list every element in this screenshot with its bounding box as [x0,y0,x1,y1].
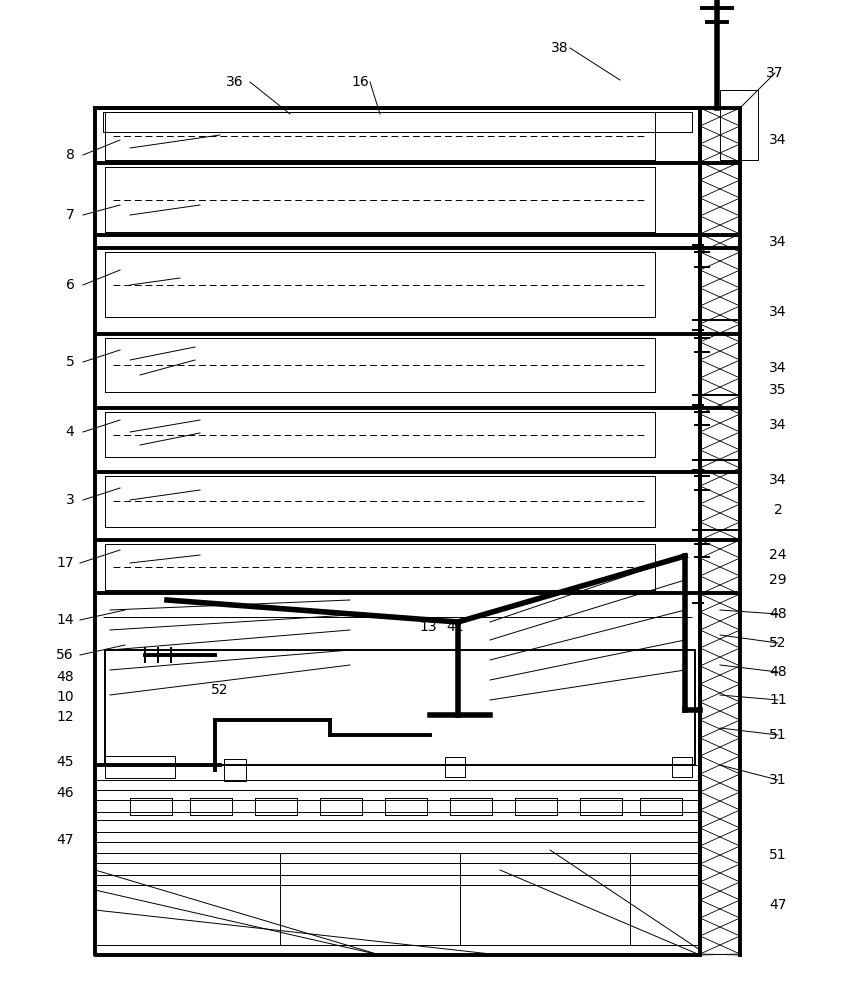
Bar [105,756,175,778]
Text: 34: 34 [770,305,787,319]
Bar [224,759,246,781]
Text: 4: 4 [65,425,75,439]
Text: 17: 17 [56,556,74,570]
Text: 38: 38 [551,41,569,55]
Text: 13: 13 [420,620,437,634]
Bar [445,757,465,777]
Bar [672,757,692,777]
Text: 11: 11 [769,693,787,707]
Text: 5: 5 [65,355,75,369]
Text: 48: 48 [769,665,787,679]
Text: 51: 51 [769,848,787,862]
Text: 51: 51 [769,728,787,742]
Text: 56: 56 [56,648,74,662]
Text: 16: 16 [351,75,369,89]
Text: 10: 10 [56,690,74,704]
Text: 31: 31 [769,773,787,787]
Text: 36: 36 [227,75,244,89]
Text: 41: 41 [446,620,464,634]
Text: 47: 47 [770,898,787,912]
Text: 3: 3 [65,493,75,507]
Text: 34: 34 [770,473,787,487]
Text: 24: 24 [770,548,787,562]
Text: 29: 29 [769,573,787,587]
Text: 35: 35 [770,383,787,397]
Text: 34: 34 [770,361,787,375]
Text: 48: 48 [56,670,74,684]
Text: 52: 52 [211,683,229,697]
Text: 34: 34 [770,235,787,249]
Text: 52: 52 [770,636,787,650]
Text: 34: 34 [770,133,787,147]
Text: 2: 2 [774,503,782,517]
Text: 47: 47 [57,833,74,847]
Text: 6: 6 [65,278,75,292]
Text: 45: 45 [57,755,74,769]
Text: 7: 7 [65,208,75,222]
Text: 34: 34 [770,418,787,432]
Text: 46: 46 [56,786,74,800]
Text: 8: 8 [65,148,75,162]
Text: 14: 14 [56,613,74,627]
Text: 12: 12 [56,710,74,724]
Text: 48: 48 [769,607,787,621]
Text: 37: 37 [766,66,783,80]
